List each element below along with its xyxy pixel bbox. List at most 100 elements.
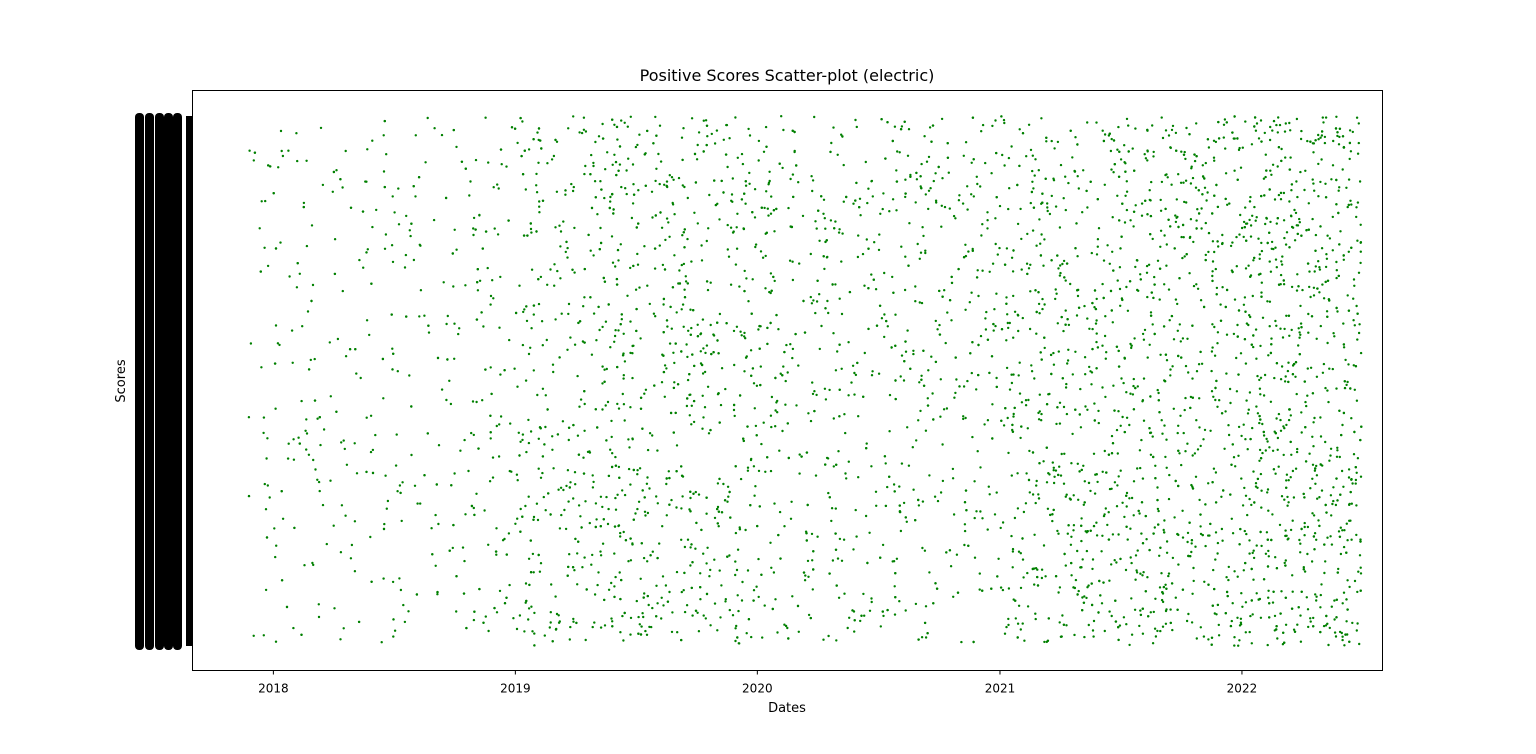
scatter-point	[1011, 566, 1014, 569]
scatter-point	[559, 245, 562, 248]
scatter-point	[984, 161, 987, 165]
scatter-point	[684, 275, 687, 278]
scatter-point	[852, 202, 855, 205]
scatter-point	[917, 498, 920, 502]
scatter-point	[734, 263, 738, 266]
scatter-point	[636, 263, 640, 266]
scatter-point	[1133, 608, 1137, 611]
scatter-point	[994, 217, 997, 220]
scatter-point	[1086, 121, 1089, 124]
scatter-point	[1108, 487, 1112, 491]
scatter-point	[1164, 622, 1168, 625]
scatter-point	[866, 201, 869, 205]
scatter-point	[939, 491, 943, 494]
scatter-point	[1101, 282, 1104, 286]
scatter-point	[353, 520, 357, 523]
scatter-point	[1198, 397, 1201, 400]
scatter-point	[274, 555, 277, 559]
scatter-point	[262, 416, 266, 419]
scatter-point	[734, 531, 738, 535]
scatter-point	[375, 208, 378, 212]
scatter-point	[529, 571, 533, 574]
scatter-point	[1192, 284, 1196, 288]
scatter-point	[1096, 245, 1100, 248]
scatter-point	[695, 158, 699, 161]
scatter-point	[1126, 309, 1130, 312]
scatter-point	[1250, 567, 1253, 571]
scatter-point	[612, 208, 615, 211]
scatter-point	[1359, 589, 1362, 592]
scatter-point	[1083, 635, 1086, 639]
scatter-point	[1052, 466, 1056, 469]
scatter-point	[1072, 529, 1075, 532]
scatter-point	[470, 504, 474, 508]
scatter-point	[945, 407, 949, 410]
scatter-point	[774, 376, 777, 380]
scatter-point	[1255, 592, 1258, 595]
scatter-point	[366, 148, 369, 151]
scatter-point	[851, 609, 854, 612]
scatter-point	[1252, 259, 1255, 262]
y-axis-label: Scores	[114, 359, 129, 402]
scatter-point	[1235, 265, 1239, 268]
scatter-point	[990, 172, 993, 175]
scatter-point	[1149, 395, 1152, 398]
scatter-point	[704, 617, 707, 620]
scatter-point	[1012, 249, 1015, 252]
scatter-point	[813, 115, 816, 119]
scatter-point	[287, 149, 290, 152]
scatter-point	[1237, 148, 1241, 152]
scatter-point	[1243, 338, 1247, 341]
scatter-point	[1269, 270, 1273, 273]
scatter-point	[1038, 462, 1041, 465]
scatter-point	[1056, 254, 1059, 257]
scatter-point	[1005, 366, 1009, 370]
scatter-point	[555, 612, 559, 616]
scatter-point	[1332, 499, 1335, 503]
scatter-point	[412, 185, 415, 188]
scatter-point	[680, 263, 683, 267]
scatter-point	[833, 227, 836, 230]
scatter-point	[1359, 572, 1363, 575]
scatter-point	[1037, 418, 1041, 421]
scatter-point	[1244, 494, 1248, 497]
scatter-point	[1063, 276, 1066, 279]
scatter-point	[716, 339, 719, 342]
scatter-point	[825, 256, 829, 259]
scatter-point	[1164, 207, 1167, 211]
scatter-point	[604, 168, 607, 171]
scatter-point	[1207, 583, 1210, 586]
scatter-point	[1324, 560, 1327, 563]
scatter-point	[655, 167, 658, 170]
scatter-point	[344, 514, 347, 517]
scatter-point	[1295, 392, 1298, 396]
scatter-point	[1095, 332, 1098, 335]
scatter-point	[970, 193, 973, 196]
scatter-point	[1183, 150, 1186, 154]
scatter-point	[434, 564, 437, 567]
scatter-point	[398, 577, 401, 580]
scatter-point	[1075, 314, 1079, 317]
scatter-point	[883, 455, 887, 458]
x-axis-label: Dates	[768, 701, 806, 716]
scatter-point	[1016, 314, 1020, 317]
scatter-point	[855, 125, 858, 129]
scatter-point	[1317, 133, 1320, 137]
scatter-point	[1141, 574, 1144, 577]
scatter-point	[868, 531, 871, 534]
scatter-point	[471, 400, 475, 403]
scatter-point	[1293, 239, 1297, 242]
scatter-point	[1225, 121, 1229, 124]
scatter-point	[995, 491, 998, 494]
scatter-point	[1347, 178, 1351, 181]
scatter-point	[747, 618, 751, 621]
scatter-point	[818, 293, 821, 296]
scatter-point	[1324, 116, 1328, 119]
scatter-point	[995, 376, 998, 380]
scatter-point	[1252, 556, 1256, 560]
scatter-point	[1289, 156, 1292, 159]
scatter-point	[333, 238, 337, 241]
scatter-point	[603, 624, 607, 627]
scatter-point	[685, 604, 689, 607]
scatter-point	[1265, 437, 1268, 441]
